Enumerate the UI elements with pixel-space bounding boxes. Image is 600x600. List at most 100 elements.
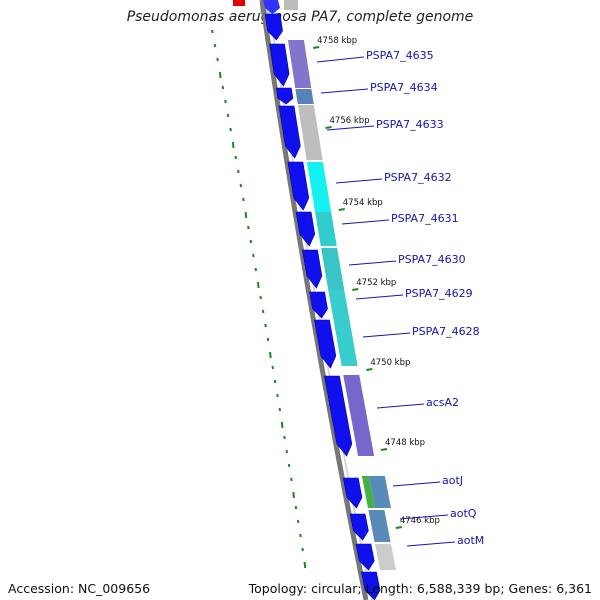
gene-arrow <box>361 571 381 600</box>
gene-label: aotJ <box>442 474 463 487</box>
gene-block <box>343 375 375 456</box>
gc-skew-mark <box>259 295 262 300</box>
gc-skew-mark <box>216 57 219 62</box>
gene-label: PSPA7_4630 <box>398 253 466 266</box>
gene-arrow <box>278 105 301 159</box>
gene-arrow <box>275 87 294 105</box>
gc-skew-mark <box>266 337 270 342</box>
gene-block <box>321 248 345 290</box>
gc-skew-mark <box>247 225 250 230</box>
gene-leader-line <box>376 403 425 409</box>
gc-skew-track <box>211 29 307 569</box>
kbp-tick-mark <box>366 368 373 371</box>
gene-label: PSPA7_4629 <box>405 287 473 300</box>
kbp-tick-mark <box>338 208 345 211</box>
kbp-tick-mark <box>312 46 320 49</box>
gc-skew-mark <box>299 533 302 538</box>
gene-arrow <box>302 249 323 289</box>
gene-block <box>328 290 358 366</box>
gc-skew-mark <box>280 421 284 429</box>
kbp-tick-label: 4756 kbp <box>330 116 370 126</box>
gc-skew-mark <box>231 141 235 149</box>
gene-leader-line <box>348 260 397 266</box>
gene-leader-line <box>316 56 365 63</box>
gene-arrow <box>355 543 375 571</box>
gene-block <box>295 89 314 104</box>
gc-skew-mark <box>271 365 275 370</box>
gene-block <box>306 162 332 212</box>
gc-skew-mark <box>244 211 248 219</box>
gene-label: acsA2 <box>426 396 459 409</box>
gene-label: PSPA7_4631 <box>391 212 459 225</box>
gene-blocks <box>287 40 397 570</box>
gc-skew-mark <box>213 43 217 48</box>
gene-block <box>368 510 391 542</box>
gene-arrow-top <box>263 0 281 14</box>
genome-stats-text: Topology: circular; Length: 6,588,339 bp… <box>248 581 592 596</box>
map-title: Pseudomonas aeruginosa PA7, complete gen… <box>126 9 474 25</box>
gc-skew-mark <box>224 99 227 104</box>
gc-skew-mark <box>294 505 298 510</box>
gc-skew-mark <box>292 491 295 499</box>
gc-skew-mark <box>278 407 282 412</box>
gc-skew-mark <box>301 547 304 552</box>
kbp-tick-label: 4758 kbp <box>317 36 357 46</box>
gene-label: PSPA7_4635 <box>366 49 434 62</box>
gc-skew-mark <box>303 561 307 569</box>
gc-skew-mark <box>276 393 279 398</box>
gene-block <box>315 212 337 246</box>
backbone-line <box>259 0 369 600</box>
gene-arrow <box>295 211 316 247</box>
kbp-tick-label: 4748 kbp <box>385 438 425 448</box>
kbp-tick-label: 4752 kbp <box>356 278 396 288</box>
gene-arrow <box>309 291 328 319</box>
forward-strand-arrows <box>264 13 381 600</box>
gc-skew-mark <box>269 351 272 359</box>
gene-arrow <box>342 477 363 509</box>
gc-skew-mark <box>264 323 267 328</box>
gc-skew-mark <box>234 155 238 160</box>
gc-skew-mark <box>239 183 243 188</box>
kbp-tick-mark <box>380 448 388 451</box>
gene-arrow <box>314 319 337 369</box>
kbp-tick-mark <box>325 126 332 129</box>
gc-skew-mark <box>237 169 240 174</box>
gene-label: PSPA7_4633 <box>376 118 444 131</box>
gc-skew-mark <box>242 197 245 202</box>
gc-skew-mark <box>296 519 300 524</box>
gene-arrow <box>324 375 353 457</box>
kbp-tick-label: 4754 kbp <box>343 198 383 208</box>
gene-block <box>297 105 323 160</box>
gene-arrow <box>349 513 369 541</box>
accession-text: Accession: NC_009656 <box>8 581 151 596</box>
gene-leader-line <box>341 219 390 225</box>
gene-arrow <box>287 161 310 211</box>
gc-skew-mark <box>283 435 286 440</box>
gene-block <box>287 40 312 88</box>
gene-leader-line <box>320 88 369 94</box>
gene-block <box>374 544 397 570</box>
gene-label: PSPA7_4628 <box>412 325 480 338</box>
gene-label: aotM <box>457 534 484 547</box>
gc-skew-mark <box>254 267 258 272</box>
gene-label: PSPA7_4634 <box>370 81 438 94</box>
origin-marker <box>233 0 245 6</box>
kbp-ticks: 4758 kbp 4756 kbp 4754 kbp 4752 kbp 4750 kbp… <box>312 36 440 529</box>
gene-leader-line <box>392 481 441 487</box>
gc-skew-mark <box>261 309 265 314</box>
gene-leader-line <box>362 332 411 338</box>
gc-skew-mark <box>218 71 222 79</box>
gene-block <box>368 476 391 508</box>
gc-skew-mark <box>256 281 260 289</box>
gene-label: aotQ <box>450 507 477 520</box>
gc-skew-mark <box>285 449 289 454</box>
gc-skew-mark <box>211 29 214 34</box>
gc-skew-mark <box>273 379 277 384</box>
gene-leader-line <box>326 125 375 131</box>
kbp-tick-mark <box>352 288 359 291</box>
gene-leader-line <box>355 294 404 300</box>
gene-labels: PSPA7_4635 PSPA7_4634 PSPA7_4633 PSPA7_4632… <box>316 49 484 547</box>
gene-leader-line <box>406 541 456 547</box>
kbp-tick-label: 4750 kbp <box>370 358 410 368</box>
